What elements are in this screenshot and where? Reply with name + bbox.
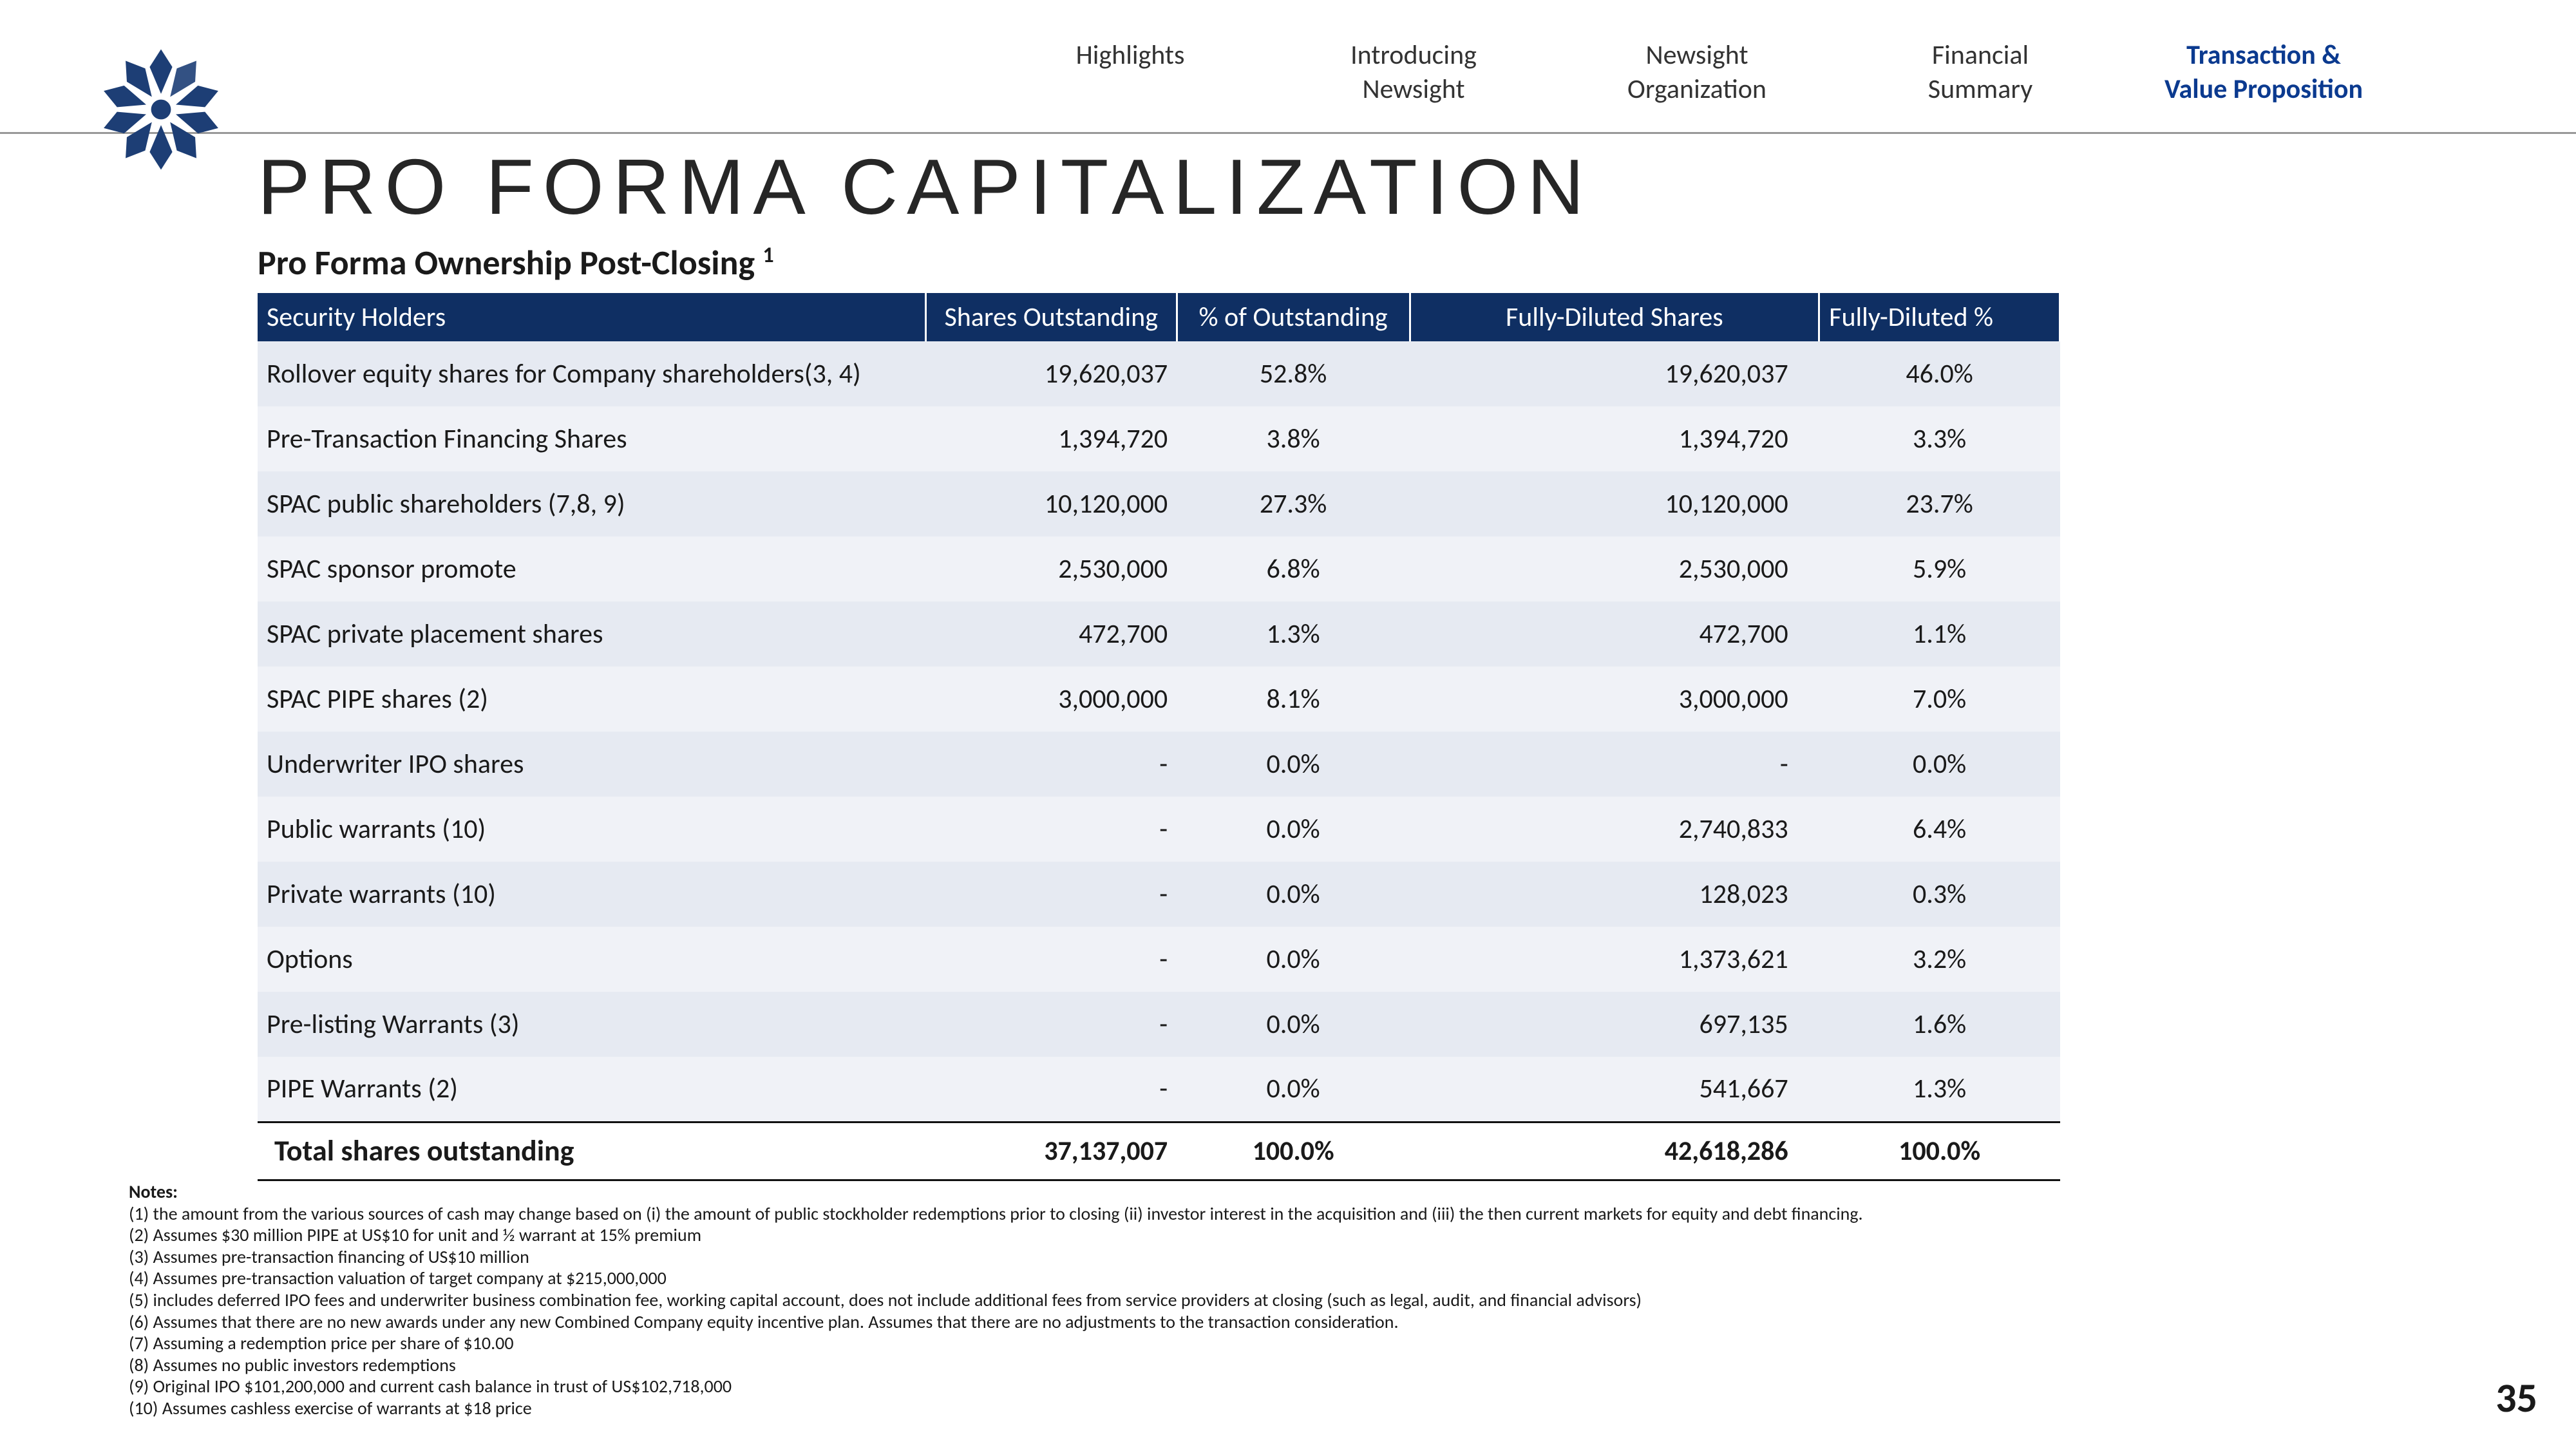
table-row-pf: 7.0%	[1819, 667, 2060, 732]
table-row-fd: 1,373,621	[1410, 927, 1819, 992]
table-row-pf: 1.6%	[1819, 992, 2060, 1057]
table-row-po: 0.0%	[1177, 927, 1410, 992]
table-row-po: 0.0%	[1177, 797, 1410, 862]
table-row-pf: 5.9%	[1819, 536, 2060, 601]
table-row-po: 0.0%	[1177, 992, 1410, 1057]
table-row-pf: 46.0%	[1819, 341, 2060, 406]
footnote-line: (9) Original IPO $101,200,000 and curren…	[129, 1376, 2318, 1397]
table-row-po: 3.8%	[1177, 406, 1410, 471]
footnote-line: (7) Assuming a redemption price per shar…	[129, 1332, 2318, 1354]
table-row-label: Options	[258, 927, 925, 992]
logo-star-icon	[90, 39, 232, 180]
footnotes: Notes: (1) the amount from the various s…	[129, 1181, 2318, 1419]
table-row-so: -	[925, 732, 1177, 797]
table-row-label: Pre-listing Warrants (3)	[258, 992, 925, 1057]
table-row-po: 1.3%	[1177, 601, 1410, 667]
page-title: PRO FORMA CAPITALIZATION	[258, 142, 1593, 232]
table-row-label: Pre-Transaction Financing Shares	[258, 406, 925, 471]
table-row-label: Rollover equity shares for Company share…	[258, 341, 925, 406]
table-row-fd: 1,394,720	[1410, 406, 1819, 471]
table-row-pf: 1.1%	[1819, 601, 2060, 667]
footnote-line: (1) the amount from the various sources …	[129, 1203, 2318, 1225]
table-row-fd: 2,530,000	[1410, 536, 1819, 601]
table-row-label: SPAC sponsor promote	[258, 536, 925, 601]
tab-transaction[interactable]: Transaction & Value Proposition	[2164, 39, 2363, 106]
table-row-pf: 23.7%	[1819, 471, 2060, 536]
table-row-pf: 6.4%	[1819, 797, 2060, 862]
subtitle-footnote: 1	[762, 242, 773, 269]
table-row-label: SPAC public shareholders (7,8, 9)	[258, 471, 925, 536]
col-fdpct: Fully-Diluted %	[1819, 293, 2060, 341]
col-fd: Fully-Diluted Shares	[1410, 293, 1819, 341]
table-row-pf: 0.3%	[1819, 862, 2060, 927]
table-row-pf: 0.0%	[1819, 732, 2060, 797]
footnote-line: (6) Assumes that there are no new awards…	[129, 1311, 2318, 1333]
table-row-so: -	[925, 992, 1177, 1057]
table-row-so: -	[925, 797, 1177, 862]
total-label: Total shares outstanding	[258, 1122, 925, 1180]
page-number: 35	[2496, 1373, 2537, 1423]
table-row-pf: 3.2%	[1819, 927, 2060, 992]
total-fd: 42,618,286	[1410, 1122, 1819, 1180]
table-row-fd: 472,700	[1410, 601, 1819, 667]
notes-header: Notes:	[129, 1181, 2318, 1203]
table-row-so: 3,000,000	[925, 667, 1177, 732]
table-row-label: SPAC private placement shares	[258, 601, 925, 667]
table-row-pf: 1.3%	[1819, 1057, 2060, 1122]
total-pf: 100.0%	[1819, 1122, 2060, 1180]
table-row-so: -	[925, 1057, 1177, 1122]
table-row-fd: 2,740,833	[1410, 797, 1819, 862]
table-row-label: PIPE Warrants (2)	[258, 1057, 925, 1122]
tab-financial[interactable]: Financial Summary	[1880, 39, 2080, 106]
table-row-fd: 128,023	[1410, 862, 1819, 927]
table-row-po: 0.0%	[1177, 862, 1410, 927]
nav-tabs: Highlights Introducing Newsight Newsight…	[1030, 39, 2550, 106]
table-row-so: 1,394,720	[925, 406, 1177, 471]
table-row-fd: 541,667	[1410, 1057, 1819, 1122]
tab-organization[interactable]: Newsight Organization	[1597, 39, 1797, 106]
table-row-po: 52.8%	[1177, 341, 1410, 406]
footnote-line: (5) includes deferred IPO fees and under…	[129, 1289, 2318, 1311]
tab-introducing[interactable]: Introducing Newsight	[1314, 39, 1513, 106]
table-row-po: 8.1%	[1177, 667, 1410, 732]
divider	[0, 132, 2576, 134]
page-subtitle: Pro Forma Ownership Post-Closing 1	[258, 242, 774, 284]
col-shares: Shares Outstanding	[925, 293, 1177, 341]
table-row-label: Underwriter IPO shares	[258, 732, 925, 797]
footnote-line: (10) Assumes cashless exercise of warran…	[129, 1397, 2318, 1419]
footnote-line: (2) Assumes $30 million PIPE at US$10 fo…	[129, 1224, 2318, 1246]
table-row-fd: 10,120,000	[1410, 471, 1819, 536]
table-row-po: 0.0%	[1177, 732, 1410, 797]
table-row-pf: 3.3%	[1819, 406, 2060, 471]
table-row-label: SPAC PIPE shares (2)	[258, 667, 925, 732]
total-po: 100.0%	[1177, 1122, 1410, 1180]
col-pct: % of Outstanding	[1177, 293, 1410, 341]
cap-table: Security Holders Shares Outstanding % of…	[258, 293, 2061, 1181]
footnote-line: (3) Assumes pre-transaction financing of…	[129, 1246, 2318, 1268]
table-row-so: -	[925, 862, 1177, 927]
col-security: Security Holders	[258, 293, 925, 341]
table-row-label: Private warrants (10)	[258, 862, 925, 927]
total-so: 37,137,007	[925, 1122, 1177, 1180]
table-row-fd: 19,620,037	[1410, 341, 1819, 406]
table-row-po: 27.3%	[1177, 471, 1410, 536]
table-row-fd: 697,135	[1410, 992, 1819, 1057]
table-row-fd: 3,000,000	[1410, 667, 1819, 732]
table-row-so: 472,700	[925, 601, 1177, 667]
tab-highlights[interactable]: Highlights	[1030, 39, 1230, 106]
footnote-line: (8) Assumes no public investors redempti…	[129, 1354, 2318, 1376]
table-row-so: 2,530,000	[925, 536, 1177, 601]
subtitle-text: Pro Forma Ownership Post-Closing	[258, 242, 755, 284]
table-row-fd: -	[1410, 732, 1819, 797]
table-row-po: 0.0%	[1177, 1057, 1410, 1122]
table-row-po: 6.8%	[1177, 536, 1410, 601]
footnote-line: (4) Assumes pre-transaction valuation of…	[129, 1267, 2318, 1289]
table-row-so: -	[925, 927, 1177, 992]
table-row-so: 10,120,000	[925, 471, 1177, 536]
table-row-label: Public warrants (10)	[258, 797, 925, 862]
table-row-so: 19,620,037	[925, 341, 1177, 406]
